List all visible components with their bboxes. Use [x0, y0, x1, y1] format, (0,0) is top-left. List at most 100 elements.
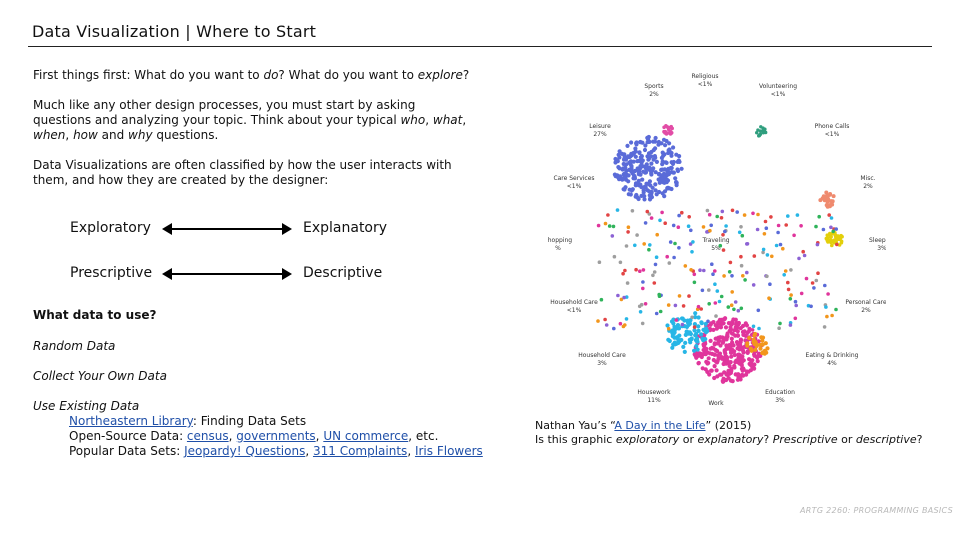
- activity-dot: [682, 349, 687, 354]
- label-explanatory: Explanatory: [303, 220, 388, 236]
- activity-dot: [724, 224, 728, 228]
- activity-dot: [824, 203, 829, 208]
- activity-dot: [628, 159, 633, 164]
- northeastern-library-link[interactable]: Northeastern Library: [69, 414, 193, 428]
- activity-dot: [668, 240, 673, 244]
- activity-dot: [636, 158, 642, 163]
- activity-dot: [661, 153, 666, 158]
- activity-dot: [658, 309, 663, 314]
- activity-dot: [687, 215, 691, 219]
- activity-dot: [643, 302, 648, 306]
- activity-dot: [707, 288, 711, 292]
- activity-dot: [744, 323, 749, 328]
- activity-dot: [740, 359, 745, 364]
- activity-dot: [756, 352, 761, 357]
- intro-text: ,: [65, 128, 74, 142]
- activity-dot: [701, 225, 706, 229]
- activity-dot: [834, 227, 838, 231]
- activity-dot: [742, 213, 747, 217]
- caption-text: Nathan Yau’s “: [535, 419, 615, 432]
- activity-dot: [651, 273, 655, 278]
- governments-link[interactable]: governments: [236, 429, 316, 443]
- intro-text: questions.: [152, 128, 219, 142]
- activity-dot: [751, 283, 756, 287]
- activity-dot: [767, 296, 771, 300]
- activity-dot: [739, 225, 743, 229]
- activity-dot: [661, 137, 667, 142]
- intro-when: when: [33, 128, 66, 142]
- activity-dot: [753, 340, 758, 345]
- activity-dot: [630, 209, 635, 213]
- activity-dot: [642, 147, 648, 153]
- activity-dot: [666, 125, 671, 130]
- activity-dot: [712, 364, 717, 369]
- activity-dot: [762, 349, 767, 355]
- activity-dot: [640, 177, 645, 182]
- activity-dot: [769, 215, 773, 219]
- activity-dot: [727, 270, 732, 274]
- activity-dot: [825, 314, 829, 319]
- activity-dot: [671, 321, 676, 326]
- activity-dot: [603, 221, 608, 226]
- activity-dot: [720, 209, 725, 214]
- activity-dot: [755, 359, 760, 364]
- activity-dot: [660, 150, 665, 155]
- activity-dot: [729, 336, 734, 341]
- activity-dot: [702, 268, 706, 273]
- day-in-the-life-link[interactable]: A Day in the Life: [614, 419, 706, 432]
- activity-dot: [826, 197, 831, 202]
- activity-dot: [679, 337, 684, 343]
- activity-dot: [814, 278, 819, 283]
- activity-dot: [706, 356, 711, 361]
- intro-who: who: [400, 113, 426, 127]
- activity-dot: [733, 325, 738, 330]
- activity-dot: [665, 178, 671, 183]
- activity-dot: [641, 268, 646, 272]
- activity-dot: [829, 225, 833, 230]
- iris-link[interactable]: Iris Flowers: [414, 444, 483, 458]
- activity-dot: [654, 255, 659, 259]
- activity-dot: [709, 368, 714, 373]
- activity-dot: [699, 320, 704, 325]
- activity-dot: [677, 294, 682, 298]
- activity-dot: [633, 194, 638, 199]
- jeopardy-link[interactable]: Jeopardy! Questions: [184, 444, 306, 458]
- activity-dot: [692, 280, 697, 285]
- activity-dot: [756, 308, 761, 313]
- activity-dot: [738, 326, 743, 331]
- activity-dot: [761, 247, 766, 252]
- activity-dot: [750, 358, 755, 363]
- activity-dot: [626, 192, 631, 197]
- etc-text: , etc.: [408, 429, 439, 443]
- activity-dot: [649, 216, 654, 220]
- activity-dot: [786, 214, 790, 218]
- activity-dot: [597, 260, 602, 264]
- activity-dot: [657, 294, 662, 298]
- activity-dot: [652, 281, 657, 285]
- activity-dot: [777, 326, 781, 331]
- activity-dot: [799, 224, 803, 228]
- activity-dot: [692, 322, 697, 327]
- activity-dot: [657, 171, 662, 177]
- caption-text: ” (2015): [705, 419, 752, 432]
- activity-dot: [692, 348, 697, 353]
- activity-dot: [735, 329, 740, 334]
- activity-dot: [804, 276, 809, 281]
- caption-exploratory: exploratory: [615, 433, 680, 446]
- activity-dot: [732, 307, 736, 312]
- activity-dot: [689, 336, 694, 341]
- activity-dot: [663, 160, 668, 165]
- activity-dot: [735, 377, 740, 382]
- complaints-link[interactable]: 311 Complaints: [312, 444, 408, 458]
- census-link[interactable]: census: [186, 429, 229, 443]
- intro-paragraph-1: First things first: What do you want to …: [33, 68, 473, 83]
- viz-category-percent: 2%: [861, 307, 871, 314]
- activity-dot: [667, 338, 672, 344]
- activity-dot: [718, 243, 723, 248]
- activity-dot: [642, 242, 646, 246]
- viz-category-percent: <1%: [698, 81, 713, 88]
- activity-dot: [836, 234, 840, 238]
- activity-dot: [709, 223, 713, 228]
- un-commerce-link[interactable]: UN commerce: [323, 429, 409, 443]
- activity-dot: [725, 358, 730, 363]
